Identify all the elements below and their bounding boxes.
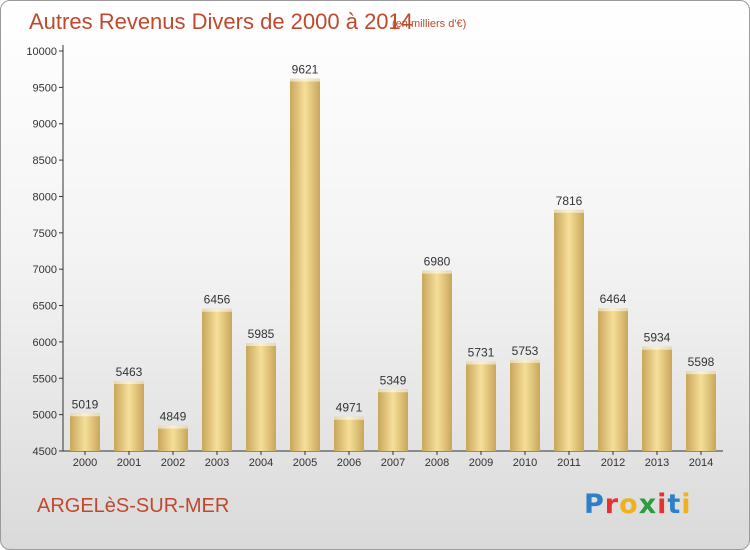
- bar-highlight: [114, 380, 144, 384]
- y-tick-label: 8500: [33, 155, 57, 167]
- bar-highlight: [466, 361, 496, 365]
- bar-value-label: 5753: [512, 344, 539, 358]
- bar: [510, 359, 540, 451]
- y-tick-label: 8000: [33, 191, 57, 203]
- bar: [334, 416, 364, 451]
- bar-value-label: 4849: [160, 410, 187, 424]
- bar-value-label: 5934: [644, 331, 671, 345]
- bar-value-label: 9621: [292, 63, 319, 77]
- city-name: ARGELèS-SUR-MER: [37, 495, 230, 517]
- bar-highlight: [554, 209, 584, 213]
- x-tick-label: 2005: [293, 457, 317, 469]
- chart-title: Autres Revenus Divers de 2000 à 2014: [29, 9, 414, 34]
- bar-highlight: [686, 371, 716, 375]
- x-tick-label: 2014: [689, 457, 713, 469]
- chart-axes: 4500 5000 5500 6000 6500 7000 7500 8000 8500 9000…: [26, 45, 723, 469]
- y-tick-label: 6500: [33, 301, 57, 313]
- logo-letter: t: [667, 489, 682, 520]
- bar-value-label: 6980: [424, 255, 451, 269]
- x-tick-label: 2001: [117, 457, 141, 469]
- bar-value-label: 7816: [556, 194, 583, 208]
- bar-highlight: [290, 78, 320, 82]
- x-tick-label: 2006: [337, 457, 361, 469]
- x-tick-label: 2007: [381, 457, 405, 469]
- y-tick-label: 6000: [33, 337, 57, 349]
- logo-letter: i: [681, 489, 692, 520]
- bar-value-label: 4971: [336, 401, 363, 415]
- x-tick-label: 2000: [73, 457, 97, 469]
- x-tick-label: 2003: [205, 457, 229, 469]
- bar-highlight: [334, 416, 364, 420]
- bar: [290, 78, 320, 452]
- logo-letter: o: [619, 489, 639, 520]
- bar: [554, 209, 584, 451]
- bar: [114, 380, 144, 451]
- bar: [686, 371, 716, 451]
- chart-data-labels: 5019 5463 4849 6456 5985 9621 4971 5349 6980 5731…: [72, 63, 715, 424]
- bar-value-label: 5019: [72, 397, 99, 411]
- x-tick-label: 2010: [513, 457, 537, 469]
- x-tick-label: 2011: [557, 457, 581, 469]
- bar: [466, 361, 496, 451]
- bar-value-label: 5598: [688, 355, 715, 369]
- proxiti-logo[interactable]: Proxiti: [584, 489, 692, 520]
- bar-highlight: [598, 308, 628, 312]
- logo-letter: P: [584, 489, 605, 520]
- y-tick-label: 10000: [26, 46, 57, 58]
- bar-highlight: [246, 343, 276, 346]
- logo-letter: r: [604, 489, 620, 520]
- bar: [202, 308, 232, 451]
- bar: [598, 308, 628, 451]
- x-tick-label: 2002: [161, 457, 185, 469]
- bar-value-label: 6464: [600, 292, 627, 306]
- bar: [158, 425, 188, 451]
- bar-highlight: [422, 270, 452, 274]
- y-tick-label: 5500: [33, 373, 57, 385]
- bar-highlight: [202, 308, 232, 312]
- x-tick-label: 2012: [601, 457, 625, 469]
- x-tick-label: 2004: [249, 457, 273, 469]
- bar-value-label: 5985: [248, 327, 275, 341]
- bar: [246, 343, 276, 451]
- chart-bars: [70, 78, 716, 452]
- bar-highlight: [642, 346, 672, 350]
- bar-value-label: 5731: [468, 345, 495, 359]
- chart-subtitle: (en milliers d'€): [392, 18, 467, 30]
- y-tick-label: 7000: [33, 264, 57, 276]
- bar: [378, 389, 408, 451]
- logo-letter: i: [657, 489, 668, 520]
- bar-highlight: [510, 359, 540, 363]
- y-tick-label: 9000: [33, 119, 57, 131]
- bar-value-label: 5349: [380, 373, 407, 387]
- bar-highlight: [378, 389, 408, 393]
- bar-value-label: 5463: [116, 365, 143, 379]
- logo-letter: x: [638, 489, 658, 520]
- y-tick-label: 4500: [33, 446, 57, 458]
- bar-highlight: [158, 425, 188, 429]
- bar: [642, 346, 672, 451]
- bar: [70, 413, 100, 451]
- bar-value-label: 6456: [204, 293, 231, 307]
- bar: [422, 270, 452, 451]
- x-tick-label: 2013: [645, 457, 669, 469]
- x-tick-label: 2008: [425, 457, 449, 469]
- y-tick-label: 7500: [33, 228, 57, 240]
- y-tick-label: 5000: [33, 410, 57, 422]
- x-tick-label: 2009: [469, 457, 493, 469]
- y-tick-label: 9500: [33, 82, 57, 94]
- bar-highlight: [70, 413, 100, 417]
